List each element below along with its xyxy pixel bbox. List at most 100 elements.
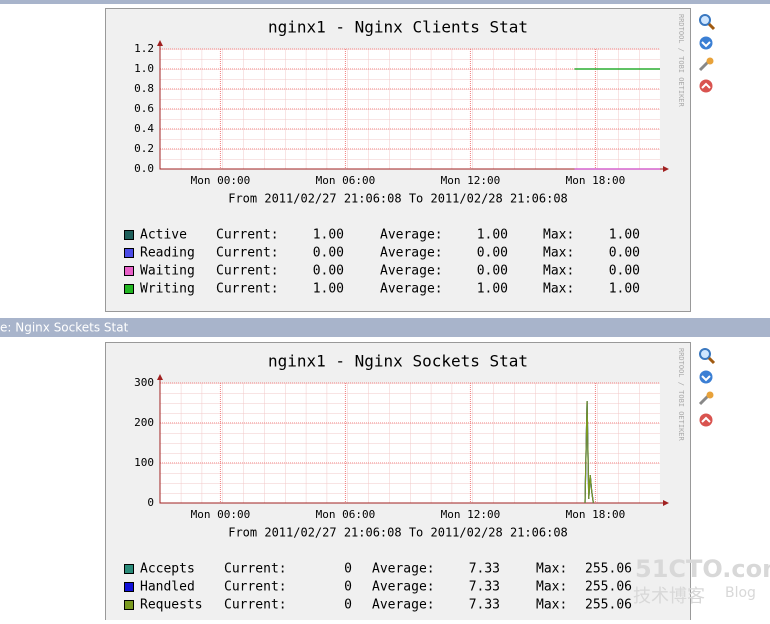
stat-average: 7.33: [469, 580, 500, 595]
stat-label: Max:: [536, 598, 567, 613]
side-label: RRDTOOL / TOBI OETIKER: [677, 348, 685, 442]
x-tick-label: Mon 18:00: [566, 174, 626, 187]
stat-label: Average:: [380, 264, 443, 279]
icons: [698, 14, 716, 427]
stat-average: 1.00: [477, 228, 508, 243]
stat-current: 1.00: [313, 282, 344, 297]
y-tick-label: 300: [134, 376, 154, 389]
y-tick-label: 1.2: [134, 42, 154, 55]
series-line: [584, 400, 594, 504]
stat-average: 0.00: [477, 246, 508, 261]
legend-swatch: [124, 582, 134, 592]
stat-max: 0.00: [609, 246, 640, 261]
legend-swatch: [124, 284, 134, 294]
stat-label: Current:: [216, 264, 279, 279]
down-icon[interactable]: [699, 370, 713, 384]
header-bar: [0, 318, 770, 337]
up-icon[interactable]: [699, 79, 713, 93]
x-tick-label: Mon 18:00: [566, 508, 626, 521]
legend-swatch: [124, 564, 134, 574]
stat-current: 0: [344, 598, 352, 613]
stat-label: Current:: [224, 562, 287, 577]
y-tick-label: 1.0: [134, 62, 154, 75]
stat-label: Current:: [224, 580, 287, 595]
stat-label: Max:: [543, 264, 574, 279]
stat-label: Average:: [372, 598, 435, 613]
legend-swatch: [124, 600, 134, 610]
legend-swatch: [124, 230, 134, 240]
stat-average: 1.00: [477, 282, 508, 297]
stat-label: Max:: [543, 282, 574, 297]
stat-label: Max:: [536, 580, 567, 595]
y-tick-label: 0.0: [134, 162, 154, 175]
stat-label: Current:: [216, 228, 279, 243]
stat-label: Current:: [216, 282, 279, 297]
chart-title: nginx1 - Nginx Clients Stat: [268, 18, 528, 37]
legend-swatch: [124, 248, 134, 258]
stat-average: 7.33: [469, 562, 500, 577]
edit-icon[interactable]: [698, 391, 714, 406]
legend-swatch: [124, 266, 134, 276]
stat-label: Average:: [380, 246, 443, 261]
x-tick-label: Mon 06:00: [316, 174, 376, 187]
y-tick-label: 100: [134, 456, 154, 469]
axes: [159, 376, 667, 504]
y-tick-label: 0: [147, 496, 154, 509]
subtitle: From 2011/02/27 21:06:08 To 2011/02/28 2…: [228, 192, 568, 206]
legend-name: Waiting: [140, 264, 195, 279]
stat-max: 1.00: [609, 282, 640, 297]
side-label: RRDTOOL / TOBI OETIKER: [677, 14, 685, 108]
stat-label: Average:: [380, 282, 443, 297]
stat-label: Max:: [536, 562, 567, 577]
y-tick-label: 0.4: [134, 122, 154, 135]
stat-current: 0: [344, 580, 352, 595]
minor-grid: [160, 383, 660, 503]
stat-current: 0.00: [313, 264, 344, 279]
down-icon[interactable]: [699, 36, 713, 50]
watermark-site: 51CTO.com: [635, 555, 770, 583]
stat-max: 255.06: [585, 562, 632, 577]
y-tick-label: 200: [134, 416, 154, 429]
header-bar-text: e: Nginx Sockets Stat: [0, 321, 129, 335]
stat-label: Average:: [372, 580, 435, 595]
y-tick-label: 0.2: [134, 142, 154, 155]
y-tick-label: 0.8: [134, 82, 154, 95]
stat-label: Current:: [224, 598, 287, 613]
legend-name: Writing: [140, 282, 195, 297]
stat-label: Max:: [543, 228, 574, 243]
stat-current: 0.00: [313, 246, 344, 261]
legend-name: Active: [140, 228, 187, 243]
x-tick-label: Mon 00:00: [191, 174, 251, 187]
x-tick-label: Mon 12:00: [441, 508, 501, 521]
legend-name: Requests: [140, 598, 203, 613]
x-tick-label: Mon 06:00: [316, 508, 376, 521]
chart-title: nginx1 - Nginx Sockets Stat: [268, 352, 528, 371]
x-tick-label: Mon 00:00: [191, 508, 251, 521]
stat-average: 0.00: [477, 264, 508, 279]
stat-label: Average:: [380, 228, 443, 243]
watermark-blog: Blog: [725, 585, 756, 601]
y-tick-label: 0.6: [134, 102, 154, 115]
stat-current: 0: [344, 562, 352, 577]
stat-average: 7.33: [469, 598, 500, 613]
legend-name: Reading: [140, 246, 195, 261]
up-icon[interactable]: [699, 413, 713, 427]
x-tick-label: Mon 12:00: [441, 174, 501, 187]
legend-name: Handled: [140, 580, 195, 595]
edit-icon[interactable]: [698, 57, 714, 72]
stat-current: 1.00: [313, 228, 344, 243]
stat-max: 255.06: [585, 580, 632, 595]
stat-max: 1.00: [609, 228, 640, 243]
stat-label: Average:: [372, 562, 435, 577]
legend-name: Accepts: [140, 562, 195, 577]
zoom-icon[interactable]: [699, 348, 716, 365]
stat-label: Max:: [543, 246, 574, 261]
axes: [159, 42, 667, 170]
watermark-text: 技术博客: [633, 586, 705, 607]
stat-label: Current:: [216, 246, 279, 261]
top-bar: [0, 0, 770, 4]
subtitle: From 2011/02/27 21:06:08 To 2011/02/28 2…: [228, 526, 568, 540]
zoom-icon[interactable]: [699, 14, 716, 31]
